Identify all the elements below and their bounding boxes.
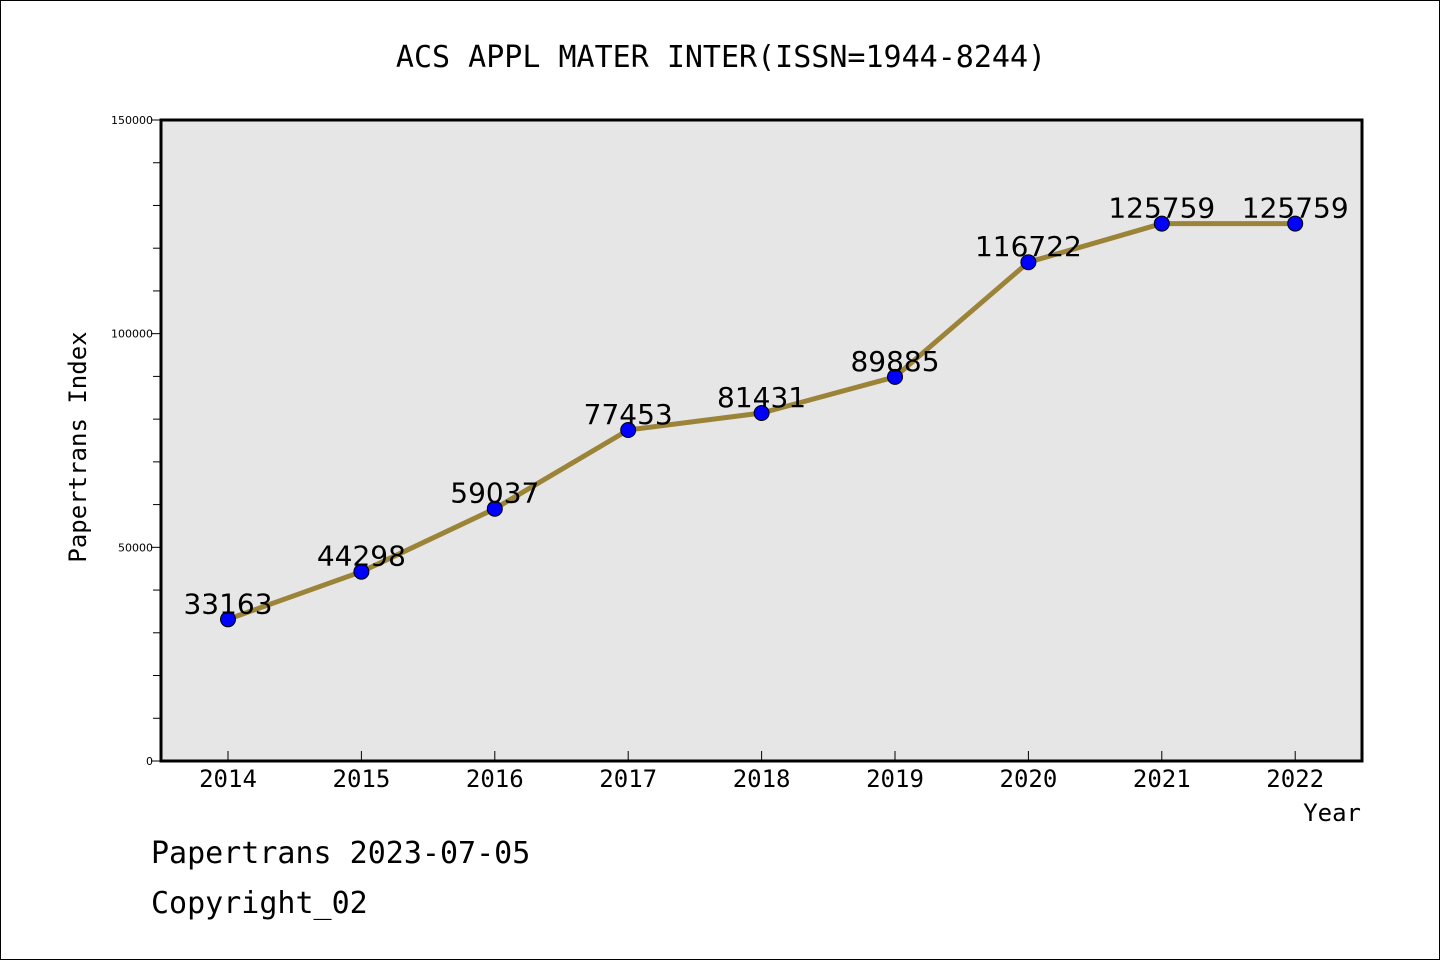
data-label: 125759: [1108, 192, 1215, 225]
x-tick-label: 2019: [866, 765, 924, 793]
data-labels: 33163 44298 59037 77453 81431 89885 116722 1257…: [183, 192, 1348, 621]
data-label: 33163: [183, 587, 272, 620]
x-tick-label: 2017: [599, 765, 657, 793]
x-tick-label: 2015: [333, 765, 391, 793]
data-point: [887, 368, 903, 385]
footer-copyright: Copyright_02: [151, 886, 368, 921]
x-axis-label: Year: [1303, 799, 1361, 827]
data-point: [353, 563, 370, 580]
data-label: 89885: [850, 345, 939, 378]
x-tick-label: 2021: [1133, 765, 1191, 793]
data-point: [1287, 215, 1304, 232]
x-tick-label: 2014: [199, 765, 257, 793]
x-tick-label: 2020: [1000, 765, 1058, 793]
x-tick-label: 2016: [466, 765, 524, 793]
data-label: 59037: [450, 477, 539, 510]
y-tick-label: 0: [146, 755, 153, 768]
y-tick-label: 50000: [118, 541, 153, 554]
data-label: 44298: [317, 540, 406, 573]
y-axis-label: Papertrans Index: [64, 331, 92, 562]
data-label: 77453: [584, 398, 673, 431]
x-axis: 2014 2015 2016 2017 2018 2019 2020 2021 2022: [199, 751, 1324, 793]
x-tick-label: 2022: [1266, 765, 1324, 793]
data-label: 116722: [975, 230, 1082, 263]
chart-title: ACS APPL MATER INTER(ISSN=1944-8244): [396, 40, 1046, 75]
y-tick-label: 100000: [111, 328, 153, 341]
data-point: [620, 422, 637, 439]
data-point: [753, 405, 770, 422]
footer-date: Papertrans 2023-07-05: [151, 836, 531, 871]
data-label: 125759: [1242, 192, 1349, 225]
data-label: 81431: [717, 381, 806, 414]
y-tick-label: 150000: [111, 114, 153, 127]
data-point: [1153, 215, 1170, 232]
y-axis: 0 50000 100000 150000: [111, 114, 161, 768]
data-point: [486, 500, 503, 517]
data-point: [1020, 254, 1037, 271]
series-markers: [220, 215, 1304, 628]
x-tick-label: 2018: [733, 765, 791, 793]
data-point: [220, 611, 236, 628]
